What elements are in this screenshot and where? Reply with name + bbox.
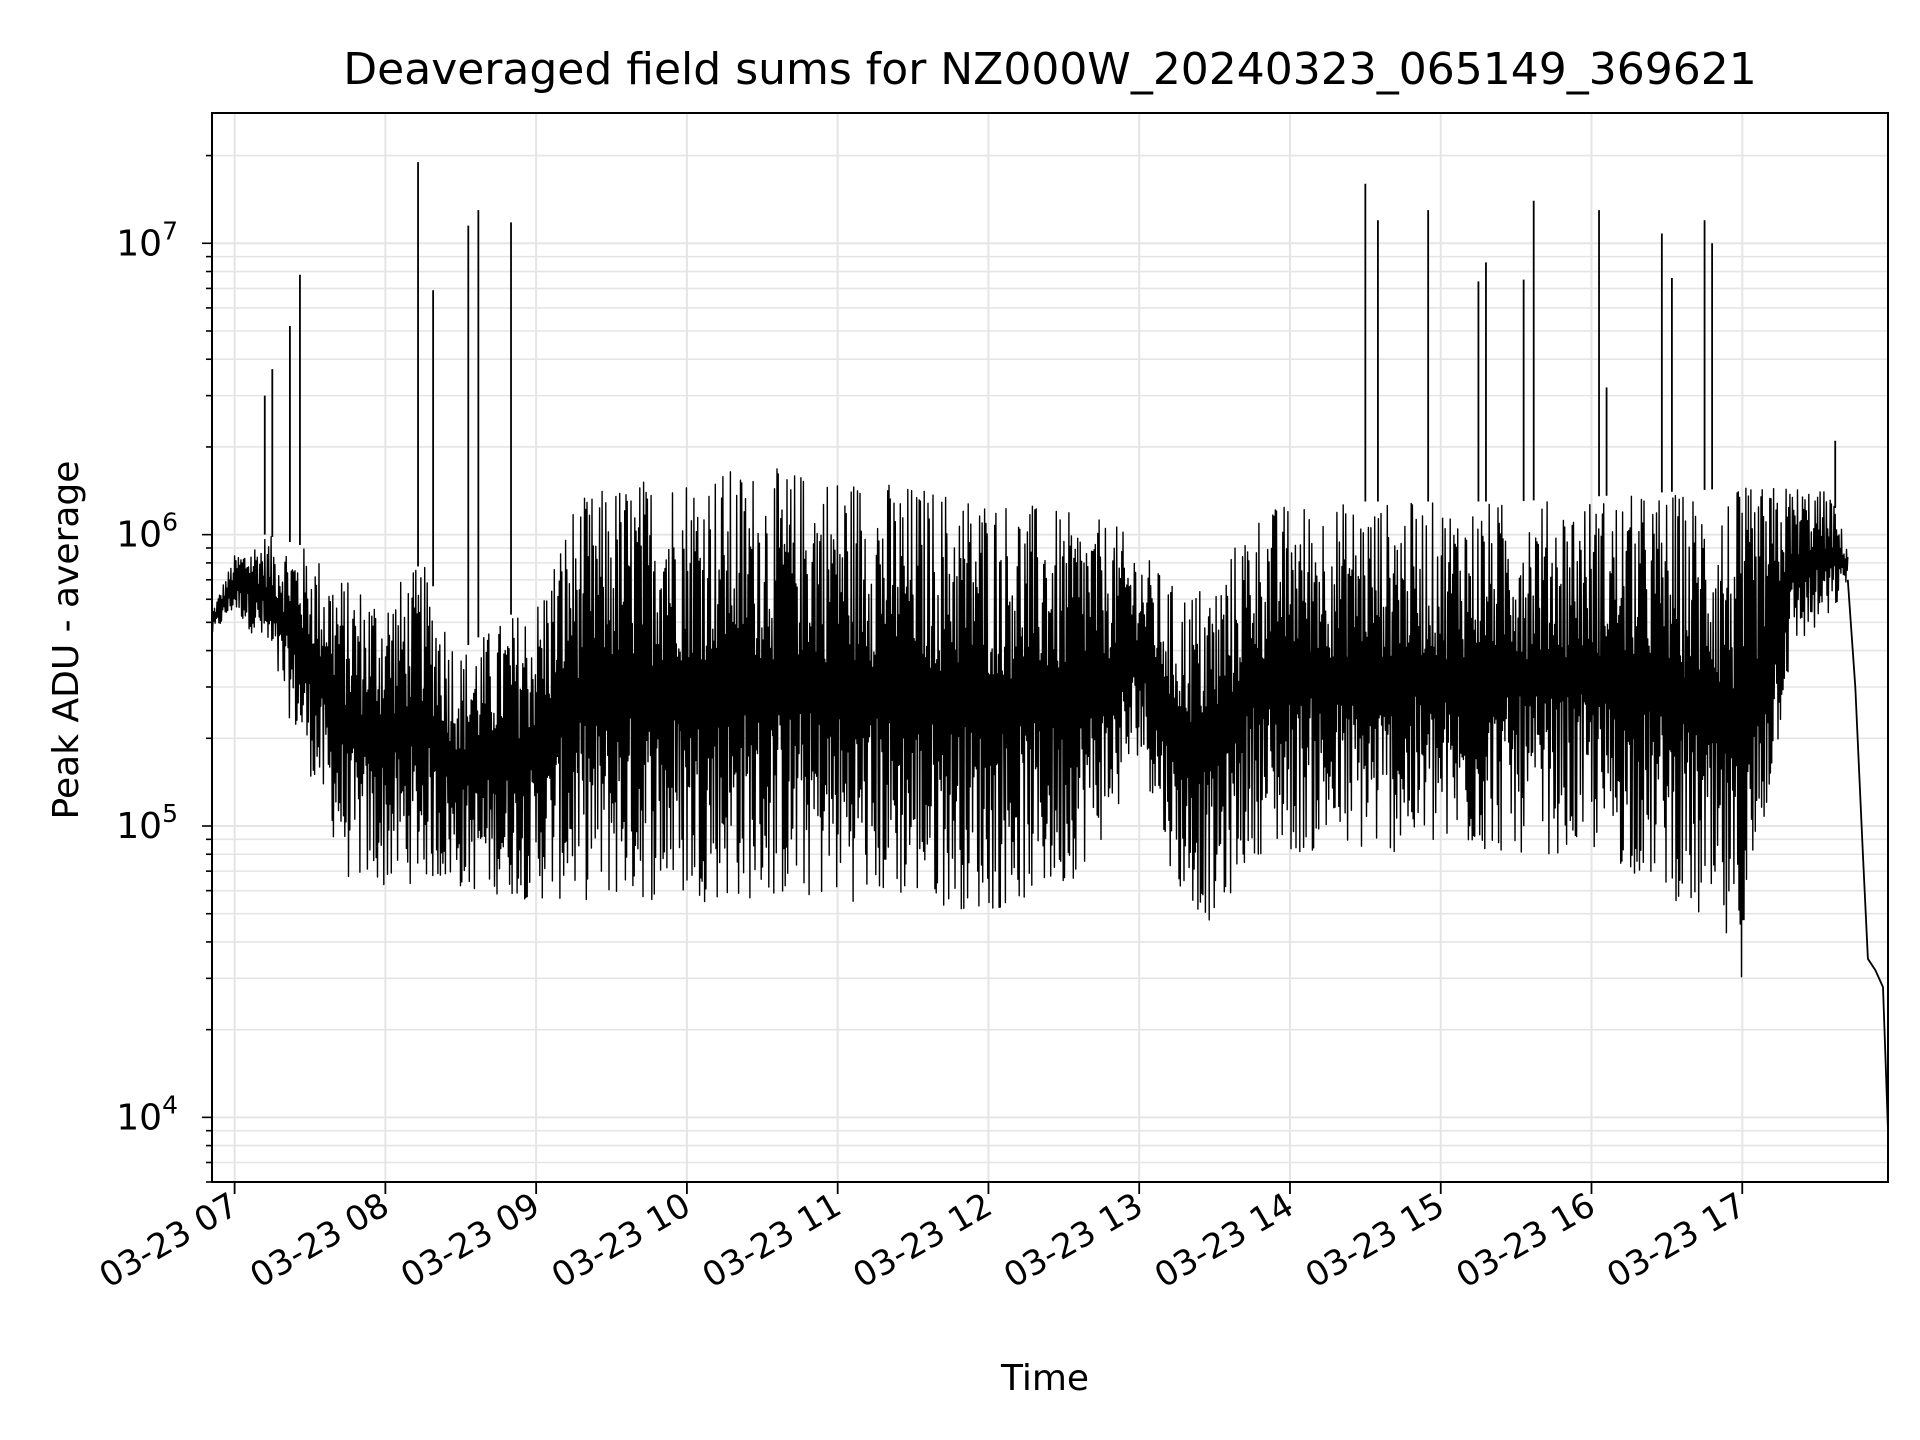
y-tick-label: 105 xyxy=(116,799,178,847)
signal-trace xyxy=(211,468,1849,978)
y-tick-label: 107 xyxy=(116,216,178,264)
grid xyxy=(212,113,1888,1183)
y-tick-label: 106 xyxy=(116,508,178,556)
data-series xyxy=(211,162,1889,1131)
tail-trace xyxy=(1846,579,1889,1131)
y-axis-label: Peak ADU - average xyxy=(46,461,87,820)
chart-title: Deaveraged field sums for NZ000W_2024032… xyxy=(343,44,1756,95)
y-tick-label: 104 xyxy=(116,1090,178,1138)
plot-frame xyxy=(211,112,1889,1183)
x-axis-label: Time xyxy=(1000,1358,1089,1399)
